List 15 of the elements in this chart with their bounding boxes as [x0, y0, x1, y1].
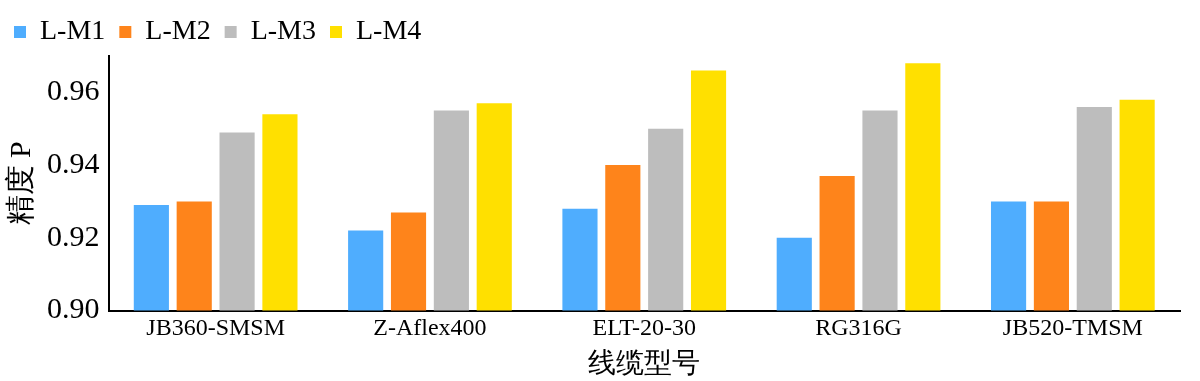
x-tick-label: JB520-TMSM — [1002, 314, 1143, 341]
x-tick-label: Z-Aflex400 — [373, 314, 487, 341]
x-tick-label: ELT-20-30 — [592, 314, 697, 341]
x-axis-title: 线缆型号 — [588, 346, 701, 378]
legend-label: L-M1 — [40, 14, 106, 46]
y-tick-label: 0.90 — [47, 291, 100, 325]
y-axis-title: 精度 P — [2, 141, 36, 226]
legend-label: L-M4 — [355, 14, 422, 46]
x-tick-label: JB360-SMSM — [146, 314, 286, 341]
y-tick-label: 0.96 — [47, 73, 100, 107]
x-tick-label: RG316G — [815, 314, 902, 341]
legend-label: L-M2 — [145, 14, 211, 46]
y-tick-label: 0.92 — [47, 218, 100, 252]
legend-label: L-M3 — [250, 14, 316, 46]
y-tick-label: 0.94 — [47, 145, 100, 179]
